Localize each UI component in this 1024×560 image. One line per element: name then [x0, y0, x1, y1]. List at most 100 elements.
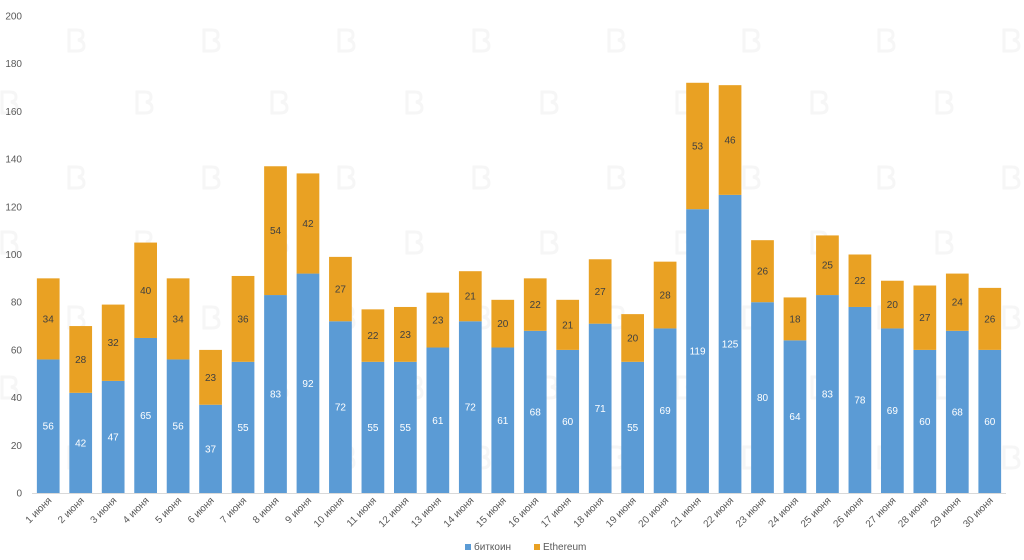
bar-segment-bitcoin	[913, 349, 937, 493]
bar-segment-bitcoin	[296, 273, 320, 493]
watermark-mark	[0, 230, 19, 255]
data-label: 21	[465, 292, 477, 303]
bar-segment-bitcoin	[361, 361, 385, 493]
data-label: 80	[757, 393, 769, 404]
data-label: 47	[108, 432, 120, 443]
bar-segment-ethereum	[231, 275, 255, 362]
watermark-mark	[935, 230, 954, 255]
bar-segment-ethereum	[653, 261, 677, 329]
legend-swatch-ethereum	[534, 544, 540, 550]
x-tick-label: 9 июня	[283, 495, 314, 526]
bar-segment-ethereum	[36, 278, 60, 360]
watermark-mark	[202, 28, 221, 53]
data-label: 23	[205, 373, 217, 384]
watermark-mark	[337, 165, 356, 190]
bar-segment-bitcoin	[751, 302, 774, 493]
bar-segment-bitcoin	[523, 330, 547, 493]
data-label: 83	[270, 390, 282, 401]
watermark-mark	[742, 28, 761, 53]
bar-segment-ethereum	[556, 299, 580, 350]
x-tick-label: 11 июня	[345, 495, 379, 529]
data-label: 55	[400, 423, 412, 434]
x-tick-label: 4 июня	[121, 495, 152, 526]
watermark-mark	[405, 90, 424, 115]
watermark-mark	[540, 230, 559, 255]
watermark-mark	[472, 28, 491, 53]
bar-segment-ethereum	[913, 285, 937, 350]
watermark-mark	[540, 375, 559, 400]
bar-segment-bitcoin	[491, 347, 515, 493]
data-label: 71	[595, 404, 607, 415]
bar-segment-ethereum	[361, 309, 385, 362]
bar-segment-ethereum	[101, 304, 125, 381]
watermark-mark	[337, 28, 356, 53]
bar-segment-bitcoin	[816, 295, 839, 493]
watermark-mark	[270, 90, 289, 115]
legend-label-bitcoin: биткоин	[474, 541, 511, 553]
watermark-mark	[607, 165, 626, 190]
data-label: 69	[660, 406, 672, 417]
x-tick-label: 19 июня	[604, 495, 639, 530]
watermark-mark	[742, 165, 761, 190]
x-tick-label: 10 июня	[312, 495, 347, 530]
bar-segment-ethereum	[945, 273, 969, 331]
data-label: 119	[690, 347, 706, 358]
bar-segment-ethereum	[523, 278, 547, 331]
data-label: 78	[854, 395, 866, 406]
x-tick-label: 16 июня	[507, 495, 542, 530]
x-tick-label: 21 июня	[669, 495, 704, 530]
y-tick-label: 40	[11, 393, 23, 404]
data-label: 68	[952, 407, 964, 418]
bar-segment-ethereum	[69, 326, 93, 393]
watermark-mark	[405, 230, 424, 255]
x-tick-label: 2 июня	[56, 495, 87, 526]
watermark-mark	[1002, 28, 1021, 53]
watermark-mark	[67, 165, 86, 190]
bar-segment-bitcoin	[264, 295, 287, 493]
bars-group: 56 34 42 28 47 32 65 40 56 34 37 23 55 36 83 54 92 42 72 27…	[36, 82, 1002, 493]
x-tick-label: 24 июня	[766, 495, 801, 530]
bar-segment-bitcoin	[394, 361, 417, 493]
data-label: 22	[530, 300, 542, 311]
bar-segment-ethereum	[166, 278, 190, 360]
data-label: 65	[140, 411, 152, 422]
bar-segment-bitcoin	[426, 347, 450, 493]
x-tick-label: 22 июня	[702, 495, 737, 530]
x-tick-label: 27 июня	[864, 495, 899, 530]
watermark-mark	[472, 445, 491, 470]
data-label: 27	[919, 313, 931, 324]
data-label: 46	[724, 136, 736, 147]
y-tick-label: 20	[11, 441, 23, 452]
data-label: 26	[984, 314, 996, 325]
data-label: 68	[530, 407, 542, 418]
bar-segment-bitcoin	[231, 361, 255, 493]
data-label: 25	[822, 261, 834, 272]
bar-segment-bitcoin	[134, 337, 157, 493]
y-tick-label: 140	[5, 155, 22, 166]
data-label: 69	[887, 406, 899, 417]
watermark-mark	[1002, 305, 1021, 330]
bar-segment-ethereum	[978, 287, 1002, 350]
watermark-mark	[0, 375, 19, 400]
bar-segment-ethereum	[264, 166, 287, 296]
bar-segment-bitcoin	[69, 392, 93, 493]
x-tick-label: 1 июня	[24, 495, 55, 526]
x-tick-label: 30 июня	[961, 495, 996, 530]
y-tick-label: 80	[11, 298, 23, 309]
bar-segment-ethereum	[199, 349, 222, 405]
bar-segment-ethereum	[394, 306, 417, 362]
bar-segment-bitcoin	[329, 321, 352, 493]
x-tick-label: 17 июня	[539, 495, 574, 530]
data-label: 72	[335, 403, 347, 414]
bar-segment-ethereum	[491, 299, 515, 348]
bar-segment-bitcoin	[36, 359, 60, 493]
data-label: 37	[205, 444, 217, 455]
bar-segment-ethereum	[718, 85, 742, 195]
bar-segment-bitcoin	[199, 404, 222, 493]
bar-segment-bitcoin	[848, 306, 872, 493]
data-label: 42	[302, 219, 314, 230]
bar-segment-bitcoin	[978, 349, 1002, 493]
x-tick-label: 23 июня	[734, 495, 769, 530]
y-tick-label: 200	[5, 12, 22, 23]
